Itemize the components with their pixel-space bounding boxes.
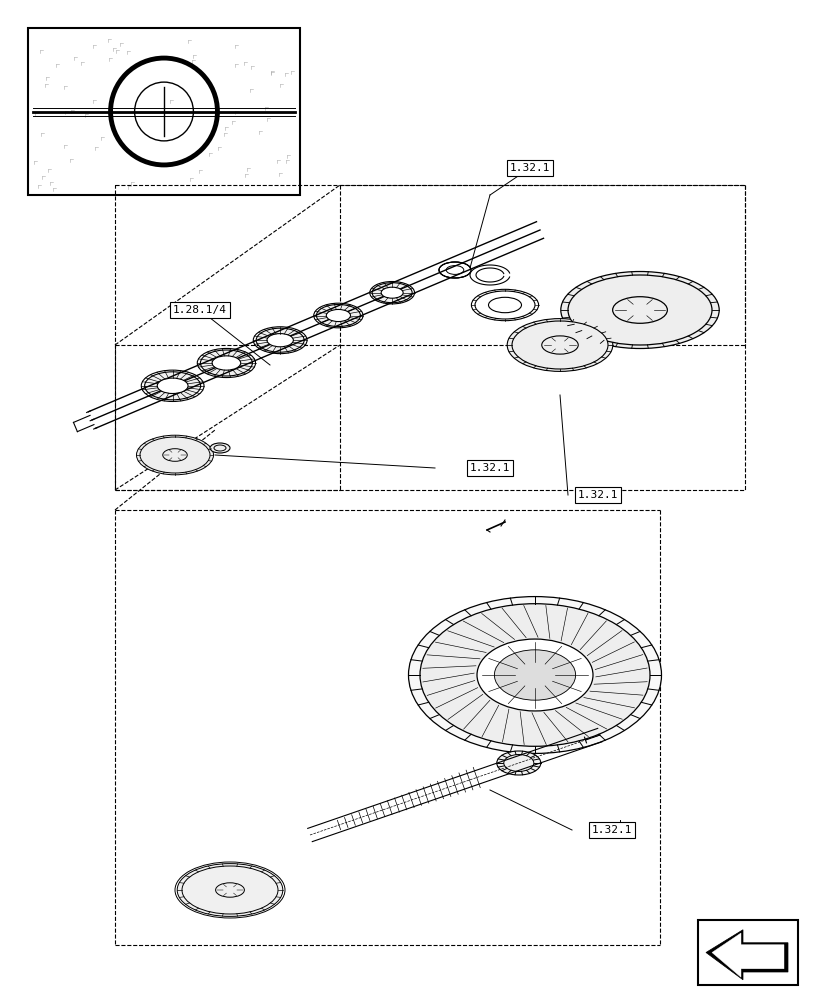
Polygon shape (711, 933, 783, 977)
Ellipse shape (210, 443, 230, 453)
Ellipse shape (511, 321, 607, 369)
Ellipse shape (494, 650, 575, 700)
Ellipse shape (177, 864, 283, 916)
Ellipse shape (507, 319, 612, 371)
Ellipse shape (380, 287, 403, 298)
Bar (115, 185, 744, 490)
Text: 1.32.1: 1.32.1 (509, 163, 550, 173)
Ellipse shape (476, 639, 592, 711)
Text: 1.32.1: 1.32.1 (469, 463, 509, 473)
Ellipse shape (567, 275, 711, 345)
Bar (697, 920, 797, 985)
Ellipse shape (212, 356, 241, 370)
Ellipse shape (496, 751, 540, 775)
Ellipse shape (408, 597, 661, 753)
Ellipse shape (136, 435, 213, 475)
Ellipse shape (140, 437, 210, 473)
Ellipse shape (371, 283, 412, 303)
Ellipse shape (145, 372, 200, 400)
Text: 1.32.1: 1.32.1 (577, 490, 618, 500)
Polygon shape (705, 930, 787, 980)
Ellipse shape (200, 350, 252, 376)
Ellipse shape (419, 604, 649, 746)
Bar (28, 28, 299, 195)
Ellipse shape (157, 378, 188, 393)
Ellipse shape (256, 328, 304, 352)
Ellipse shape (326, 309, 350, 322)
Ellipse shape (316, 304, 360, 326)
Ellipse shape (560, 271, 719, 349)
Ellipse shape (266, 334, 293, 347)
Text: 1.32.1: 1.32.1 (591, 825, 632, 835)
Text: 1.28.1/4: 1.28.1/4 (173, 305, 227, 315)
Ellipse shape (182, 866, 278, 914)
